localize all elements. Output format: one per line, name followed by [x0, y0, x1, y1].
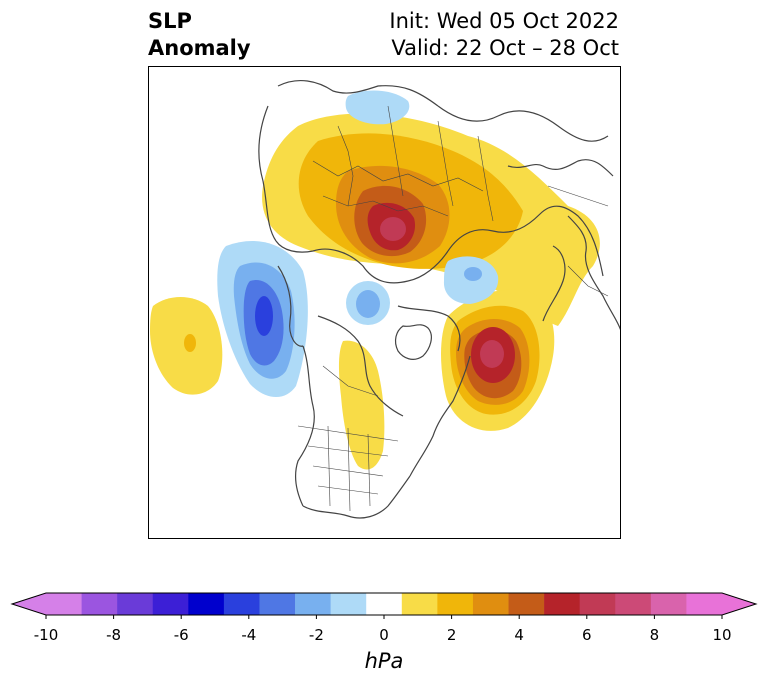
colorbar-tick-label: 2 [447, 626, 457, 644]
colorbar-segment [46, 593, 82, 615]
title-variable: SLP [148, 9, 192, 33]
anomaly-low-barents [443, 256, 499, 304]
colorbar-tick-label: -8 [106, 626, 121, 644]
colorbar-segment [295, 593, 331, 615]
colorbar-tick-label: -6 [174, 626, 189, 644]
colorbar-tick-label: 6 [582, 626, 592, 644]
colorbar-segment [223, 593, 260, 615]
colorbar-segment [401, 593, 438, 615]
colorbar-segment [615, 593, 652, 615]
colorbar-segment [686, 593, 723, 615]
title-left: SLP Anomaly [148, 8, 251, 62]
colorbar-segment [437, 593, 474, 615]
anomaly-low-north [345, 90, 410, 125]
colorbar-segment [259, 593, 296, 615]
colorbar-extend-max [722, 593, 756, 615]
valid-range: Valid: 22 Oct – 28 Oct [391, 36, 619, 60]
colorbar-tick-label: -4 [241, 626, 256, 644]
colorbar-segment [117, 593, 154, 615]
colorbar-segment [152, 593, 189, 615]
colorbar-unit-label: hPa [365, 649, 404, 673]
colorbar-segment [472, 593, 509, 615]
colorbar: -10 -8 -6 -4 -2 0 2 4 6 8 10 hPa [10, 592, 758, 673]
colorbar-tick-label: -2 [309, 626, 324, 644]
colorbar-extend-min [12, 593, 46, 615]
colorbar-segments [10, 592, 758, 616]
anomaly-high-west-pacific [150, 297, 223, 395]
colorbar-segment [188, 593, 225, 615]
colorbar-segment [508, 593, 545, 615]
colorbar-tick-label: 4 [514, 626, 524, 644]
colorbar-segment [579, 593, 616, 615]
anomaly-map [148, 66, 621, 539]
colorbar-segment [366, 593, 403, 615]
coastlines [258, 79, 621, 519]
colorbar-tick-label: -10 [34, 626, 59, 644]
colorbar-segment [330, 593, 367, 615]
colorbar-segment [81, 593, 118, 615]
colorbar-tick-label: 0 [379, 626, 389, 644]
colorbar-segment [650, 593, 687, 615]
title-anomaly: Anomaly [148, 36, 251, 60]
anomaly-high-atlantic [441, 289, 555, 431]
title-right: Init: Wed 05 Oct 2022 Valid: 22 Oct – 28… [389, 8, 619, 62]
colorbar-tick-label: 10 [712, 626, 731, 644]
colorbar-ticks: -10 -8 -6 -4 -2 0 2 4 6 8 10 [34, 615, 732, 644]
country-borders [297, 105, 609, 512]
colorbar-tick-label: 8 [650, 626, 660, 644]
init-date: Init: Wed 05 Oct 2022 [389, 9, 619, 33]
colorbar-segment [544, 593, 580, 615]
anomaly-low-canadian-arctic [346, 281, 390, 325]
